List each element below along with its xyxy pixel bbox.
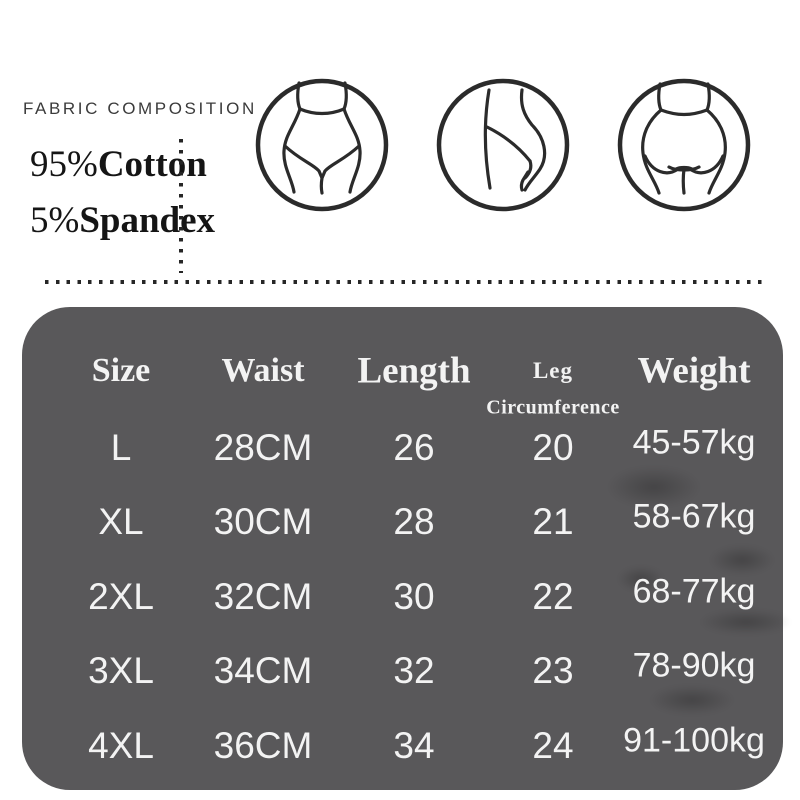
cell-size: 2XL — [88, 576, 154, 617]
cell-weight: 45-57kg — [632, 423, 756, 462]
size-table — [22, 307, 783, 790]
cell-length: 30 — [393, 576, 435, 617]
cell-length: 28 — [393, 501, 435, 542]
cell-weight: 78-90kg — [632, 646, 756, 685]
cell-waist: 30CM — [213, 501, 313, 542]
cell-leg: 21 — [532, 501, 574, 542]
panty-back-view-icon — [614, 75, 754, 215]
artifact-smudge — [700, 609, 792, 635]
cell-waist: 32CM — [213, 576, 313, 617]
cell-weight: 68-77kg — [632, 572, 756, 611]
cell-size: XL — [98, 501, 144, 542]
col-header-leg: Leg — [532, 358, 574, 383]
artifact-smudge — [650, 685, 734, 715]
cell-waist: 36CM — [213, 725, 313, 766]
panty-side-view-icon — [433, 75, 573, 215]
cell-waist: 28CM — [213, 427, 313, 468]
cell-weight: 58-67kg — [632, 497, 756, 536]
dotted-separator-line — [45, 280, 763, 284]
cell-leg: 23 — [532, 650, 574, 691]
cell-size: L — [110, 427, 132, 468]
cell-size: 4XL — [88, 725, 154, 766]
col-header-length: Length — [357, 350, 471, 392]
cell-leg: 24 — [532, 725, 574, 766]
artifact-smudge — [608, 466, 700, 508]
col-header-waist: Waist — [221, 352, 305, 389]
cotton-label: Cotton — [97, 144, 207, 185]
fabric-line-spandex: 5%Spandex — [30, 199, 215, 242]
spandex-percent: 5% — [30, 200, 80, 241]
cotton-percent: 95% — [30, 144, 98, 185]
cell-leg: 22 — [532, 576, 574, 617]
spandex-label: Spandex — [79, 200, 216, 241]
cell-leg: 20 — [532, 427, 574, 468]
col-header-size: Size — [91, 352, 151, 389]
col-header-weight: Weight — [637, 350, 751, 392]
panty-front-view-icon — [252, 75, 392, 215]
cell-length: 26 — [393, 427, 435, 468]
cell-waist: 34CM — [213, 650, 313, 691]
artifact-smudge — [710, 545, 774, 575]
cell-length: 32 — [393, 650, 435, 691]
vertical-dotted-divider — [179, 139, 183, 273]
artifact-smudge — [618, 566, 664, 592]
cell-weight: 91-100kg — [623, 721, 765, 760]
col-header-circumference: Circumference — [486, 396, 620, 419]
fabric-composition-heading: FABRIC COMPOSITION — [23, 99, 257, 118]
cell-length: 34 — [393, 725, 435, 766]
fabric-line-cotton: 95%Cotton — [30, 143, 207, 186]
cell-size: 3XL — [88, 650, 154, 691]
